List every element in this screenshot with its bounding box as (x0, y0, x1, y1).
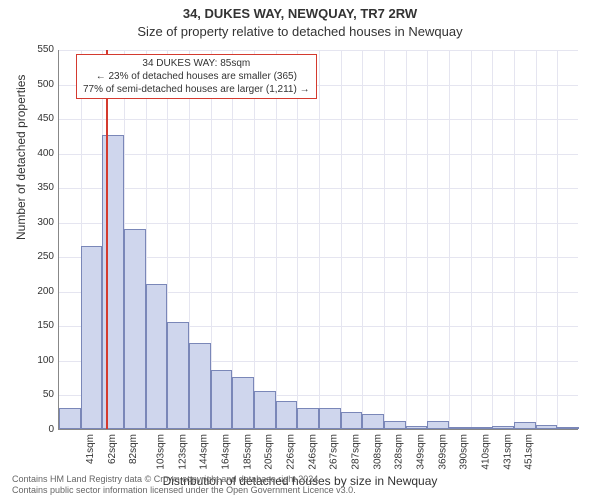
gridline-v (341, 50, 342, 429)
x-tick-label: 431sqm (502, 434, 513, 470)
x-tick-label: 369sqm (437, 434, 448, 470)
x-tick-label: 328sqm (394, 434, 405, 470)
histogram-bar (254, 391, 276, 429)
plot-area (58, 50, 578, 430)
x-tick-label: 185sqm (242, 434, 253, 470)
histogram-bar (167, 322, 189, 429)
gridline-v (514, 50, 515, 429)
footer-attribution: Contains HM Land Registry data © Crown c… (12, 474, 356, 497)
x-tick-label: 205sqm (264, 434, 275, 470)
gridline-v (406, 50, 407, 429)
histogram-bar (211, 370, 233, 429)
x-tick-label: 390sqm (459, 434, 470, 470)
x-tick-label: 41sqm (85, 434, 96, 464)
histogram-bar (59, 408, 81, 429)
reference-info-box: 34 DUKES WAY: 85sqm ← 23% of detached ho… (76, 54, 317, 99)
y-tick-label: 50 (14, 389, 54, 400)
y-tick-label: 100 (14, 355, 54, 366)
gridline-v (536, 50, 537, 429)
y-tick-label: 200 (14, 286, 54, 297)
histogram-bar (384, 421, 406, 429)
gridline-v (276, 50, 277, 429)
x-tick-label: 287sqm (351, 434, 362, 470)
x-tick-label: 267sqm (329, 434, 340, 470)
y-tick-label: 550 (14, 44, 54, 55)
footer-line-1: Contains HM Land Registry data © Crown c… (12, 474, 356, 485)
gridline-v (557, 50, 558, 429)
x-tick-label: 246sqm (307, 434, 318, 470)
histogram-bar (319, 408, 341, 429)
x-tick-label: 103sqm (156, 434, 167, 470)
info-line-3: 77% of semi-detached houses are larger (… (83, 83, 310, 96)
x-tick-label: 451sqm (524, 434, 535, 470)
y-tick-label: 150 (14, 320, 54, 331)
gridline-v (319, 50, 320, 429)
gridline-v (427, 50, 428, 429)
histogram-bar (536, 425, 558, 429)
y-tick-label: 250 (14, 251, 54, 262)
gridline-v (254, 50, 255, 429)
title-subtitle: Size of property relative to detached ho… (0, 24, 600, 39)
histogram-bar (406, 426, 428, 429)
x-tick-label: 308sqm (372, 434, 383, 470)
histogram-bar (362, 414, 384, 429)
gridline-v (492, 50, 493, 429)
histogram-bar (297, 408, 319, 429)
histogram-bar (124, 229, 146, 429)
y-axis-label: Number of detached properties (14, 75, 28, 240)
histogram-bar (471, 427, 493, 429)
title-address: 34, DUKES WAY, NEWQUAY, TR7 2RW (0, 6, 600, 21)
gridline-v (384, 50, 385, 429)
histogram-bar (492, 426, 514, 429)
x-tick-label: 144sqm (199, 434, 210, 470)
histogram-bar (232, 377, 254, 429)
histogram-bar (276, 401, 298, 429)
x-tick-label: 410sqm (481, 434, 492, 470)
info-line-2: ← 23% of detached houses are smaller (36… (83, 70, 310, 83)
gridline-v (471, 50, 472, 429)
x-tick-label: 349sqm (416, 434, 427, 470)
histogram-bar (341, 412, 363, 429)
reference-line (106, 50, 108, 429)
histogram-bar (557, 427, 579, 429)
chart-container: 34, DUKES WAY, NEWQUAY, TR7 2RW Size of … (0, 0, 600, 500)
gridline-v (232, 50, 233, 429)
histogram-bar (189, 343, 211, 429)
histogram-bar (146, 284, 168, 429)
x-tick-label: 226sqm (286, 434, 297, 470)
info-line-1: 34 DUKES WAY: 85sqm (83, 57, 310, 70)
x-tick-label: 123sqm (177, 434, 188, 470)
histogram-bar (514, 422, 536, 429)
x-tick-label: 164sqm (221, 434, 232, 470)
x-tick-label: 62sqm (107, 434, 118, 464)
histogram-bar (449, 427, 471, 429)
gridline-v (362, 50, 363, 429)
footer-line-2: Contains public sector information licen… (12, 485, 356, 496)
gridline-v (297, 50, 298, 429)
histogram-bar (81, 246, 103, 429)
gridline-v (449, 50, 450, 429)
x-tick-label: 82sqm (128, 434, 139, 464)
histogram-bar (427, 421, 449, 429)
y-tick-label: 0 (14, 424, 54, 435)
